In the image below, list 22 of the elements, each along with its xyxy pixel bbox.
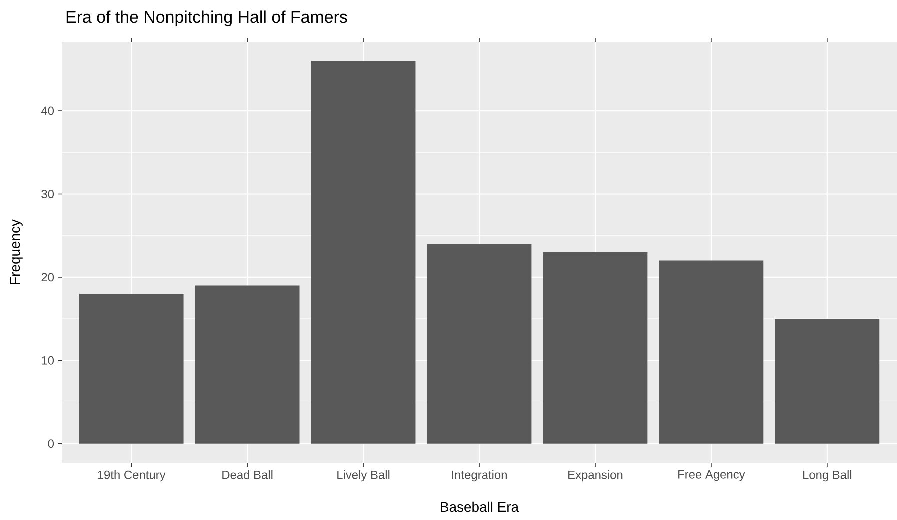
y-axis-title: Frequency xyxy=(10,220,23,284)
x-tick-label: Free Agency xyxy=(678,470,746,482)
x-tick-label: Lively Ball xyxy=(338,470,390,482)
y-tick-label: 30 xyxy=(42,190,54,198)
bar xyxy=(311,61,416,444)
chart-title: Era of the Nonpitching Hall of Famers xyxy=(66,10,348,27)
bar xyxy=(543,252,648,444)
bar xyxy=(427,244,532,444)
x-tick-label: 19th Century xyxy=(98,470,166,482)
x-axis-title: Baseball Era xyxy=(441,502,520,512)
y-tick-label: 10 xyxy=(42,356,54,365)
x-tick-label: Expansion xyxy=(568,470,623,482)
x-tick-label: Long Ball xyxy=(803,470,852,482)
bar xyxy=(775,319,880,444)
bar xyxy=(659,260,764,444)
y-tick-label: 40 xyxy=(41,106,54,116)
bar xyxy=(79,294,184,444)
x-tick-label: Integration xyxy=(452,470,507,482)
y-tick-label: 20 xyxy=(42,273,54,282)
bar xyxy=(195,286,300,444)
y-tick-label: 0 xyxy=(48,440,54,448)
x-tick-label: Dead Ball xyxy=(222,470,273,480)
